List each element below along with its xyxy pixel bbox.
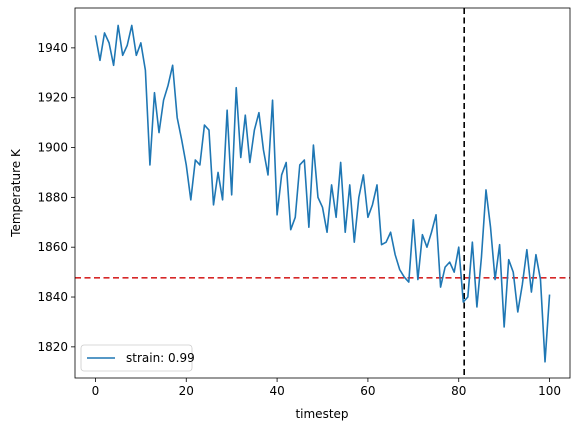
y-tick-label: 1820 (37, 340, 68, 354)
x-tick-label: 20 (179, 384, 194, 398)
series-line (94, 24, 551, 363)
x-tick-label: 100 (538, 384, 561, 398)
y-tick-label: 1920 (37, 91, 68, 105)
y-tick-label: 1900 (37, 141, 68, 155)
y-axis: 1820 1840 1860 1880 1900 1920 1940 (37, 41, 75, 354)
legend-box (80, 344, 193, 372)
x-tick-label: 80 (451, 384, 466, 398)
x-tick-label: 0 (92, 384, 100, 398)
x-tick-label: 40 (269, 384, 284, 398)
y-tick-label: 1880 (37, 190, 68, 204)
y-axis-label: Temperature K (9, 148, 23, 238)
reference-lines (75, 8, 570, 378)
plot-frame (74, 7, 571, 379)
series-layer (94, 24, 551, 363)
plot-area (75, 8, 570, 378)
y-tick-label: 1840 (37, 290, 68, 304)
legend-label: strain: 0.99 (126, 351, 195, 365)
legend: strain: 0.99 (80, 344, 195, 372)
x-tick-label: 60 (360, 384, 375, 398)
y-tick-label: 1860 (37, 240, 68, 254)
y-tick-label: 1940 (37, 41, 68, 55)
x-axis: 0 20 40 60 80 100 (92, 378, 561, 398)
x-axis-label: timestep (295, 407, 348, 421)
